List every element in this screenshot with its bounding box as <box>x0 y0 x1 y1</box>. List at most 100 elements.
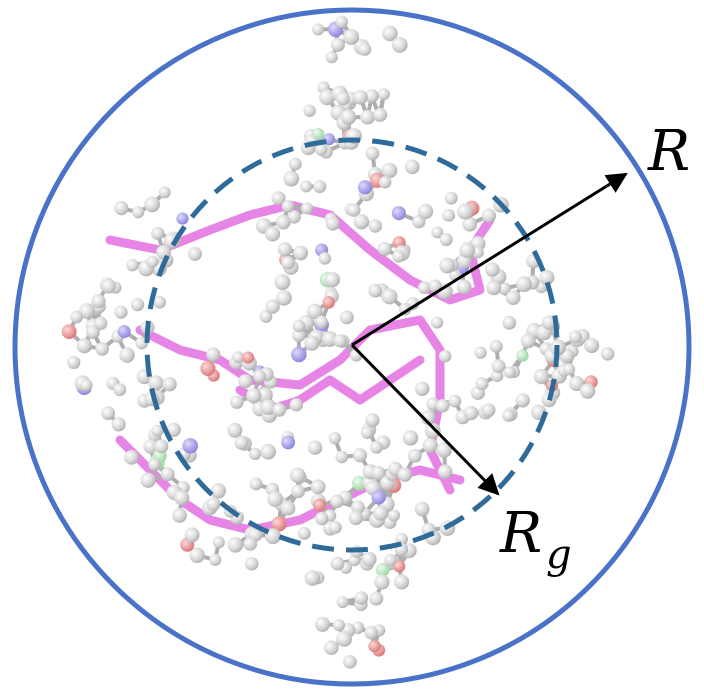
carbon-atom <box>206 347 221 362</box>
carbon-atom <box>162 377 177 392</box>
nitrogen-atom <box>176 212 189 225</box>
carbon-atom <box>300 202 314 215</box>
oxygen-atom <box>393 560 406 573</box>
carbon-atom <box>272 403 287 417</box>
carbon-atom <box>438 464 453 479</box>
carbon-atom <box>340 109 357 125</box>
carbon-atom <box>283 170 300 187</box>
carbon-atom <box>227 422 243 438</box>
carbon-atom <box>253 369 267 383</box>
carbon-atom <box>188 246 202 261</box>
carbon-atom <box>306 303 323 320</box>
carbon-atom <box>271 191 286 206</box>
carbon-atom <box>238 374 253 389</box>
nitrogen-atom <box>117 325 131 339</box>
nitrogen-atom <box>291 346 307 363</box>
carbon-atom <box>365 413 380 428</box>
carbon-atom <box>330 494 344 509</box>
nitrogen-atom <box>182 437 198 454</box>
carbon-atom <box>569 375 585 392</box>
carbon-atom <box>265 299 280 314</box>
carbon-atom <box>352 448 368 463</box>
carbon-atom <box>563 363 576 376</box>
carbon-atom <box>281 256 295 270</box>
carbon-atom <box>288 157 302 171</box>
carbon-atom <box>516 276 533 293</box>
carbon-atom <box>333 334 347 348</box>
carbon-atom <box>95 342 109 356</box>
carbon-atom <box>498 282 511 295</box>
carbon-atom <box>292 328 306 342</box>
outer-radius-label: R <box>647 119 690 184</box>
carbon-atom <box>144 196 161 213</box>
outer-radius-arrow <box>351 172 628 347</box>
oxygen-atom <box>368 639 381 653</box>
carbon-atom <box>289 398 303 412</box>
carbon-atom <box>243 537 258 551</box>
carbon-atom <box>422 437 438 454</box>
carbon-atom <box>206 497 221 512</box>
carbon-atom <box>111 417 126 432</box>
carbon-atom <box>368 283 383 298</box>
carbon-atom <box>377 241 392 256</box>
carbon-atom <box>339 310 354 325</box>
carbon-atom <box>76 338 92 354</box>
carbon-atom <box>300 180 313 193</box>
carbon-atom <box>417 203 434 220</box>
carbon-atom <box>533 368 550 385</box>
carbon-atom <box>277 242 293 257</box>
carbon-atom <box>463 405 479 421</box>
carbon-atom <box>94 316 108 330</box>
carbon-atom <box>369 440 383 454</box>
carbon-atom <box>189 547 205 563</box>
gyration-radius-arrow <box>350 343 500 496</box>
carbon-atom <box>124 450 139 465</box>
carbon-atom <box>439 257 455 274</box>
carbon-atom <box>91 294 106 309</box>
carbon-atom <box>275 214 291 230</box>
carbon-atom <box>387 509 401 522</box>
carbon-atom <box>354 591 369 605</box>
carbon-atom <box>486 280 502 296</box>
carbon-atom <box>151 424 164 437</box>
carbon-atom <box>276 289 292 306</box>
carbon-atom <box>377 88 390 101</box>
carbon-atom <box>391 37 408 53</box>
carbon-atom <box>160 467 175 482</box>
carbon-atom <box>151 226 165 240</box>
carbon-atom <box>113 383 127 397</box>
carbon-atom <box>364 625 379 640</box>
carbon-atom <box>212 536 225 549</box>
carbon-atom <box>324 640 339 655</box>
carbon-atom <box>342 654 357 669</box>
carbon-atom <box>336 631 352 647</box>
carbon-atom <box>373 107 388 122</box>
carbon-atom <box>336 91 350 106</box>
carbon-atom <box>132 206 145 219</box>
oxygen-atom <box>312 498 327 512</box>
carbon-atom <box>315 143 328 156</box>
carbon-atom <box>505 290 521 305</box>
carbon-atom <box>353 213 370 230</box>
carbon-atom <box>314 616 331 632</box>
carbon-atom <box>489 339 503 353</box>
carbon-atom <box>210 483 227 499</box>
carbon-atom <box>502 409 515 422</box>
carbon-atom <box>424 422 441 439</box>
carbon-atom <box>360 109 375 125</box>
carbon-atom <box>304 335 320 351</box>
carbon-atom <box>448 394 462 408</box>
carbon-atom <box>438 349 452 363</box>
carbon-atom <box>417 281 431 295</box>
carbon-atom <box>374 574 390 590</box>
carbon-atom <box>397 467 413 482</box>
carbon-atom <box>174 490 190 506</box>
carbon-atom <box>335 450 349 464</box>
nitrogen-atom <box>357 180 373 195</box>
carbon-atom <box>371 466 386 480</box>
carbon-atom <box>343 28 360 45</box>
carbon-atom <box>332 619 346 632</box>
carbon-atom <box>474 346 487 359</box>
carbon-atom <box>368 219 382 233</box>
nitrogen-atom <box>281 435 296 450</box>
